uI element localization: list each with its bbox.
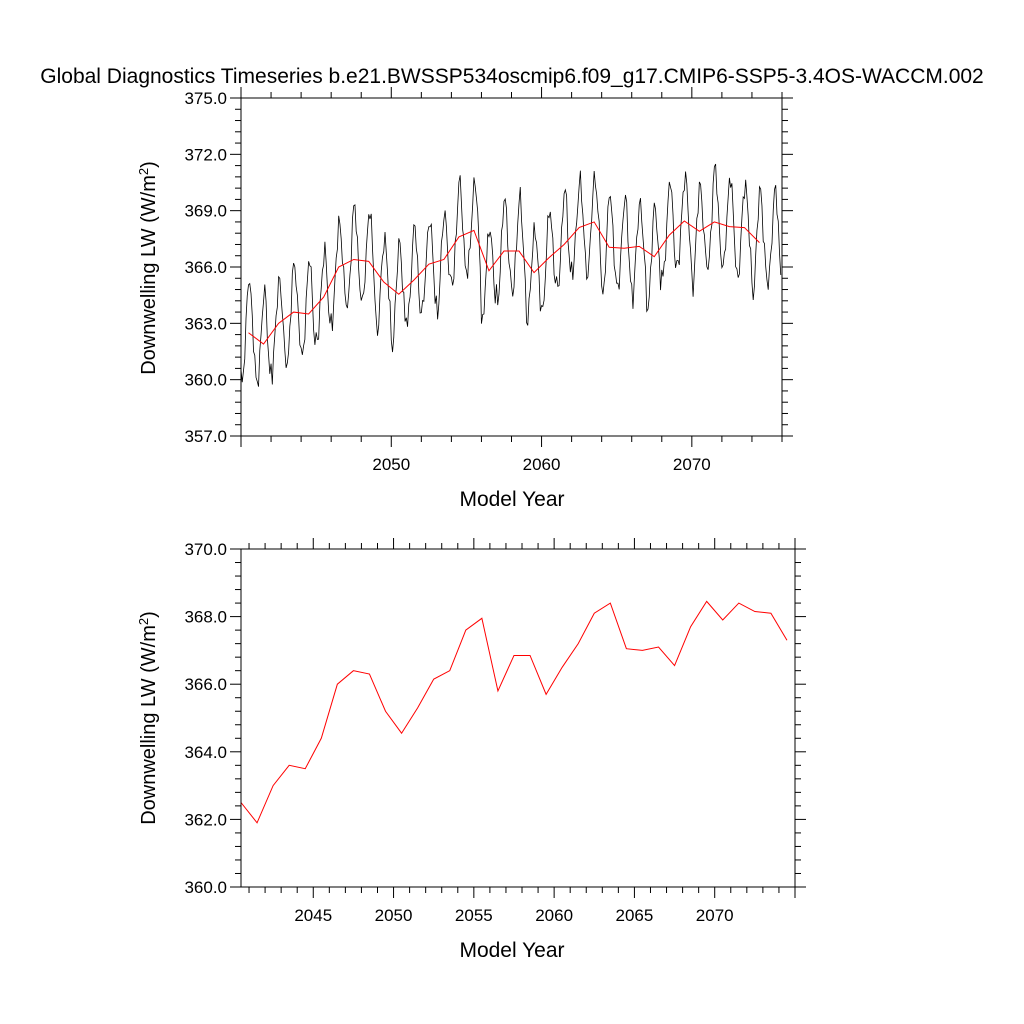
top-x-tick-label: 2070 — [673, 455, 711, 474]
bottom-y-axis-label-main: Downwelling LW (W/m — [138, 625, 160, 825]
top-y-axis-label-superscript: 2 — [136, 168, 151, 175]
bottom-plot-frame — [240, 548, 796, 888]
top-series-annual-mean — [248, 220, 760, 345]
top-x-axis-label: Model Year — [459, 488, 564, 511]
top-x-tick-label: 2060 — [523, 455, 561, 474]
top-x-tick-label: 2050 — [372, 455, 410, 474]
top-y-axis-label-main: Downwelling LW (W/m — [138, 175, 160, 375]
bottom-y-axis-label: Downwelling LW (W/m2) — [136, 611, 161, 825]
bottom-y-axis-label-close: ) — [138, 611, 160, 618]
bottom-y-tick-label: 370.0 — [184, 540, 227, 559]
bottom-y-tick-label: 364.0 — [184, 743, 227, 762]
bottom-y-tick-label: 366.0 — [184, 675, 227, 694]
bottom-x-tick-label: 2050 — [375, 906, 413, 925]
bottom-x-tick-label: 2055 — [455, 906, 493, 925]
bottom-x-tick-label: 2070 — [696, 906, 734, 925]
bottom-y-tick-label: 360.0 — [184, 878, 227, 897]
top-y-tick-label: 360.0 — [184, 371, 227, 390]
bottom-y-tick-label: 362.0 — [184, 810, 227, 829]
top-y-tick-label: 366.0 — [184, 258, 227, 277]
bottom-x-axis-label: Model Year — [459, 939, 564, 962]
top-y-tick-label: 363.0 — [184, 314, 227, 333]
top-y-axis-label: Downwelling LW (W/m2) — [136, 161, 161, 375]
bottom-y-tick-label: 368.0 — [184, 608, 227, 627]
top-panel: Downwelling LW (W/m2) Model Year 357.0 36… — [136, 87, 793, 511]
bottom-x-tick-label: 2060 — [535, 906, 573, 925]
figure-title: Global Diagnostics Timeseries b.e21.BWSS… — [40, 65, 983, 88]
bottom-x-tick-label: 2065 — [616, 906, 654, 925]
top-y-axis-label-close: ) — [138, 161, 160, 168]
bottom-y-axis-label-superscript: 2 — [136, 618, 151, 625]
bottom-x-tick-label: 2045 — [294, 906, 332, 925]
top-y-tick-label: 375.0 — [184, 89, 227, 108]
top-y-tick-label: 372.0 — [184, 145, 227, 164]
top-y-tick-label: 369.0 — [184, 202, 227, 221]
top-y-tick-label: 357.0 — [184, 427, 227, 446]
bottom-series-annual-mean — [241, 600, 788, 824]
top-series-monthly — [241, 163, 782, 387]
bottom-panel: Downwelling LW (W/m2) Model Year 360.0 36… — [136, 538, 806, 962]
top-plot-frame — [240, 97, 783, 437]
